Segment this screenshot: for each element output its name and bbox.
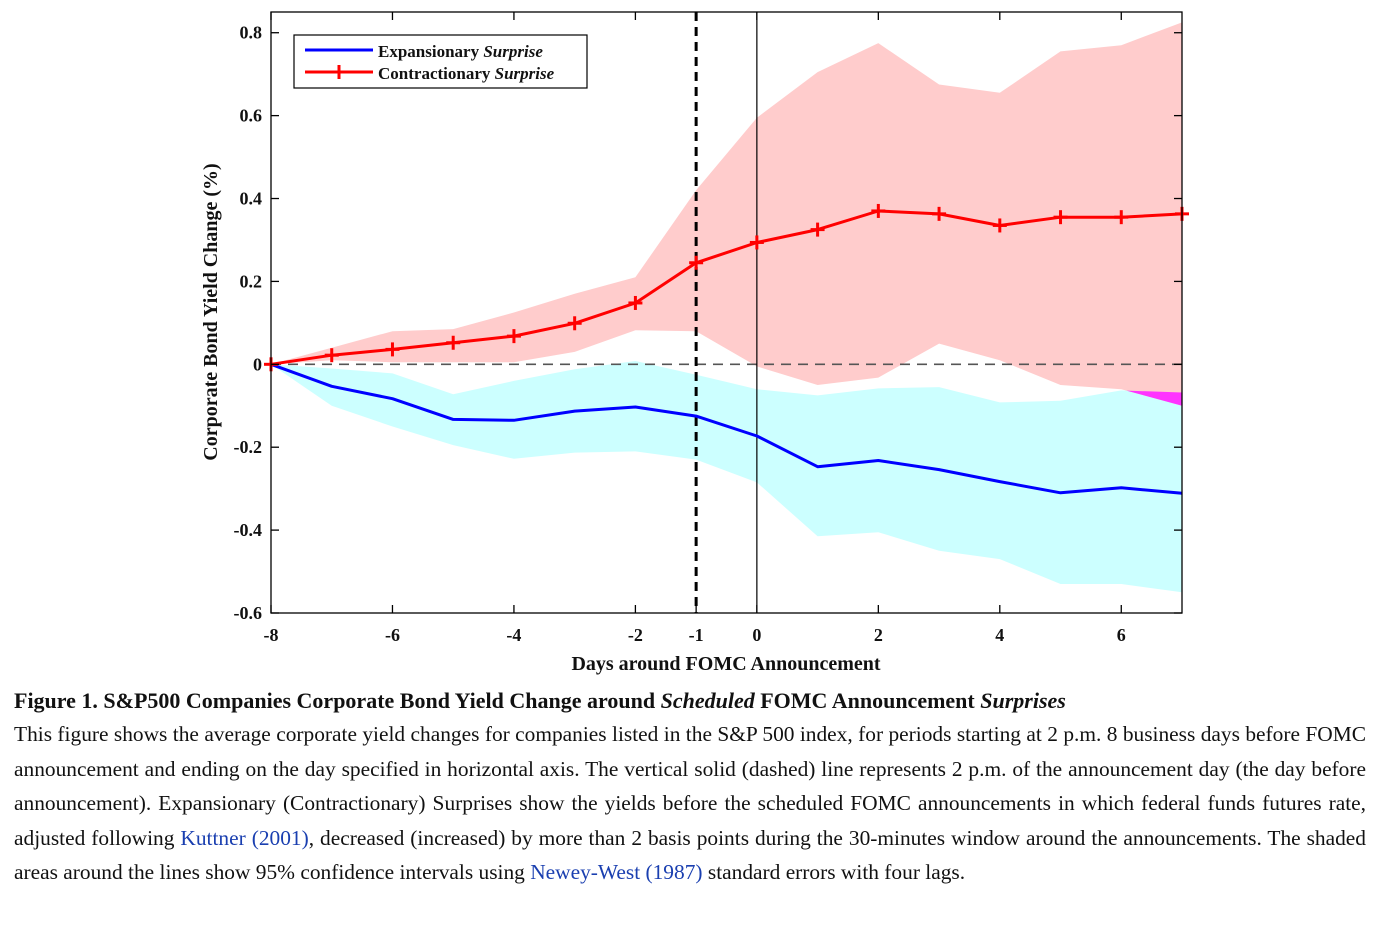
caption-title: Figure 1. S&P500 Companies Corporate Bon…	[14, 688, 1066, 713]
expansionary-surprise-line	[270, 362, 1183, 495]
legend-box	[293, 34, 588, 89]
contractionary-point	[871, 203, 886, 218]
contractionary-point	[1053, 210, 1068, 225]
contractionary-point	[506, 329, 521, 344]
contractionary-point	[385, 342, 400, 357]
legend: Expansionary Surprise Contractionary Sur…	[293, 34, 588, 89]
expansionary-ci-band	[271, 361, 1182, 593]
contractionary-point	[1114, 210, 1129, 225]
x-tick-label: 4	[995, 625, 1004, 645]
y-tick-label: 0.6	[240, 106, 263, 126]
contractionary-point	[567, 316, 582, 331]
y-tick-label: 0	[253, 354, 262, 374]
contractionary-point	[810, 222, 825, 237]
x-tick-label: -1	[689, 625, 704, 645]
contractionary-markers	[264, 203, 1189, 372]
contractionary-point	[932, 206, 947, 221]
contractionary-point	[689, 255, 704, 270]
plot-frame	[270, 11, 1183, 614]
y-tick-label: -0.4	[234, 520, 263, 540]
x-tick-label: -8	[264, 625, 279, 645]
x-tick-label: -2	[628, 625, 643, 645]
contractionary-ci-band	[271, 22, 1182, 406]
figure-caption: Figure 1. S&P500 Companies Corporate Bon…	[14, 686, 1366, 890]
x-tick-label: -4	[506, 625, 521, 645]
y-tick-label: -0.6	[234, 603, 263, 623]
contractionary-point	[749, 235, 764, 250]
x-tick-label: 2	[874, 625, 883, 645]
contractionary-surprise-line	[270, 209, 1183, 366]
chart: 0.8 0.6 0.4 0.2 0 -0.2 -0.4 -0.6 -8 -6 -4 -2 -1 0 2 4 6…	[200, 11, 1189, 675]
reference-link-kuttner-2001[interactable]: Kuttner (2001)	[180, 825, 309, 850]
contractionary-point	[324, 348, 339, 363]
y-tick-label: 0.8	[240, 23, 263, 43]
ci-overlap-region	[1126, 390, 1182, 406]
x-tick-label: 6	[1117, 625, 1126, 645]
legend-label-expansionary: Expansionary Surprise	[378, 42, 543, 61]
y-axis-title: Corporate Bond Yield Change (%)	[200, 163, 222, 460]
x-tick-label: -6	[385, 625, 400, 645]
x-axis-title: Days around FOMC Announcement	[571, 653, 880, 675]
reference-link-newey-west-1987[interactable]: Newey-West (1987)	[530, 860, 703, 884]
y-tick-label: -0.2	[234, 437, 263, 457]
x-tick-label: 0	[752, 625, 761, 645]
contractionary-point	[992, 218, 1007, 233]
contractionary-point	[446, 335, 461, 350]
y-tick-label: 0.2	[240, 271, 263, 291]
contractionary-point	[628, 295, 643, 310]
legend-label-contractionary: Contractionary Surprise	[378, 64, 555, 83]
caption-body: This figure shows the average corporate …	[14, 722, 1367, 884]
y-axis-ticks: 0.8 0.6 0.4 0.2 0 -0.2 -0.4 -0.6	[234, 23, 1182, 623]
y-tick-label: 0.4	[240, 189, 263, 209]
x-axis-ticks: -8 -6 -4 -2 -1 0 2 4 6	[264, 12, 1126, 645]
